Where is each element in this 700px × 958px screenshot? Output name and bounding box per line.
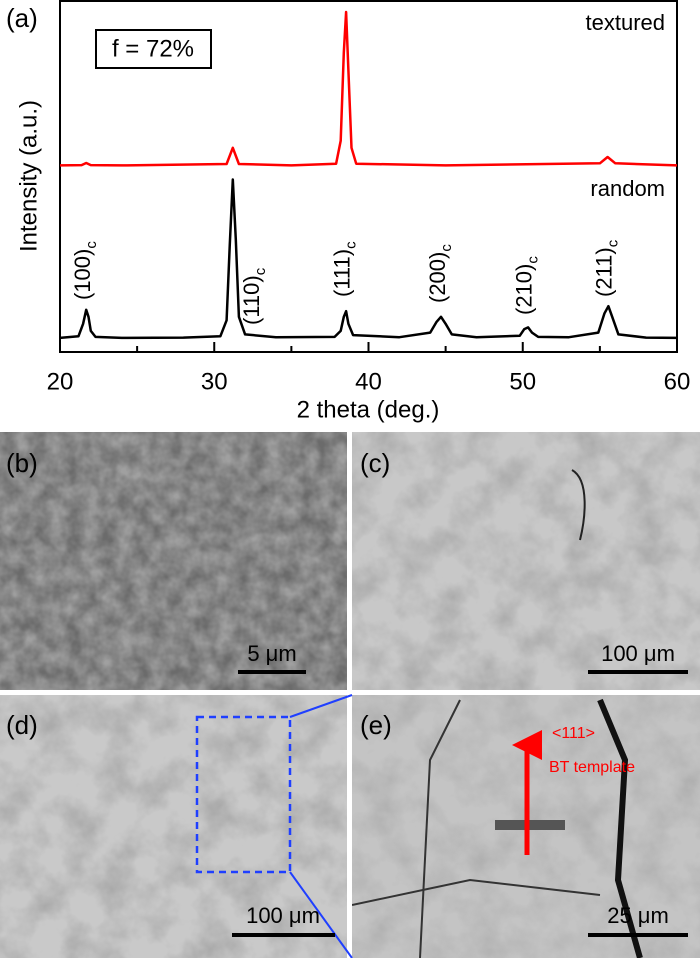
sem-image-c	[352, 432, 700, 690]
annotation: f = 72%	[112, 35, 194, 62]
peak-label-text: (100)	[70, 249, 95, 300]
peak-label: (211)c	[591, 239, 621, 297]
xrd-chart: (a) f = 72% 2 theta (deg.) Intensity (a.…	[6, 0, 678, 423]
peak-label-subscript: c	[83, 241, 100, 249]
peak-label-subscript: c	[605, 239, 622, 247]
peak-label: (110)c	[239, 267, 269, 325]
panel-label: (b)	[6, 448, 38, 478]
peak-label-subscript: c	[438, 244, 455, 252]
scale-bar-label: 25 μm	[607, 903, 669, 928]
scale-bar-label: 100 μm	[601, 641, 675, 666]
annotation: <111>	[552, 725, 595, 742]
peak-label-subscript: c	[252, 267, 269, 275]
peak-label: (100)c	[70, 241, 100, 300]
x-tick-label: 60	[664, 368, 691, 395]
x-tick-label: 50	[509, 368, 536, 395]
x-tick-label: 40	[355, 368, 382, 395]
data-line	[59, 10, 678, 167]
peak-label-text: (200)	[425, 252, 450, 303]
annotation: BT template	[549, 759, 635, 776]
peak-label-text: (110)	[239, 275, 264, 325]
peak-label: (200)c	[425, 244, 455, 303]
x-axis-label: 2 theta (deg.)	[297, 396, 440, 423]
y-axis-label: Intensity (a.u.)	[15, 100, 42, 252]
zoom-box	[195, 715, 292, 874]
scale-bar-label: 5 μm	[247, 641, 296, 666]
zoom-line	[289, 871, 353, 958]
peak-label: (210)c	[511, 256, 541, 315]
peak-label-text: (111)	[329, 249, 354, 297]
series-label: textured	[586, 10, 666, 35]
peak-label: (111)c	[329, 241, 359, 297]
sem-image-b	[0, 432, 347, 690]
panel-label: (d)	[6, 710, 38, 740]
peak-label-subscript: c	[342, 241, 359, 249]
panel-label: (c)	[360, 448, 390, 478]
x-tick-label: 30	[201, 368, 228, 395]
data-line	[59, 178, 678, 340]
series-label: random	[590, 176, 665, 201]
panel-label: (e)	[360, 710, 392, 740]
peak-label-subscript: c	[524, 256, 541, 264]
annotation-box	[95, 29, 212, 69]
peak-label-text: (210)	[511, 264, 536, 315]
panel-label: (a)	[6, 3, 38, 33]
peak-label-text: (211)	[591, 247, 616, 297]
zoom-line	[289, 694, 353, 718]
scale-bar-label: 100 μm	[246, 903, 320, 928]
x-tick-label: 20	[47, 368, 74, 395]
